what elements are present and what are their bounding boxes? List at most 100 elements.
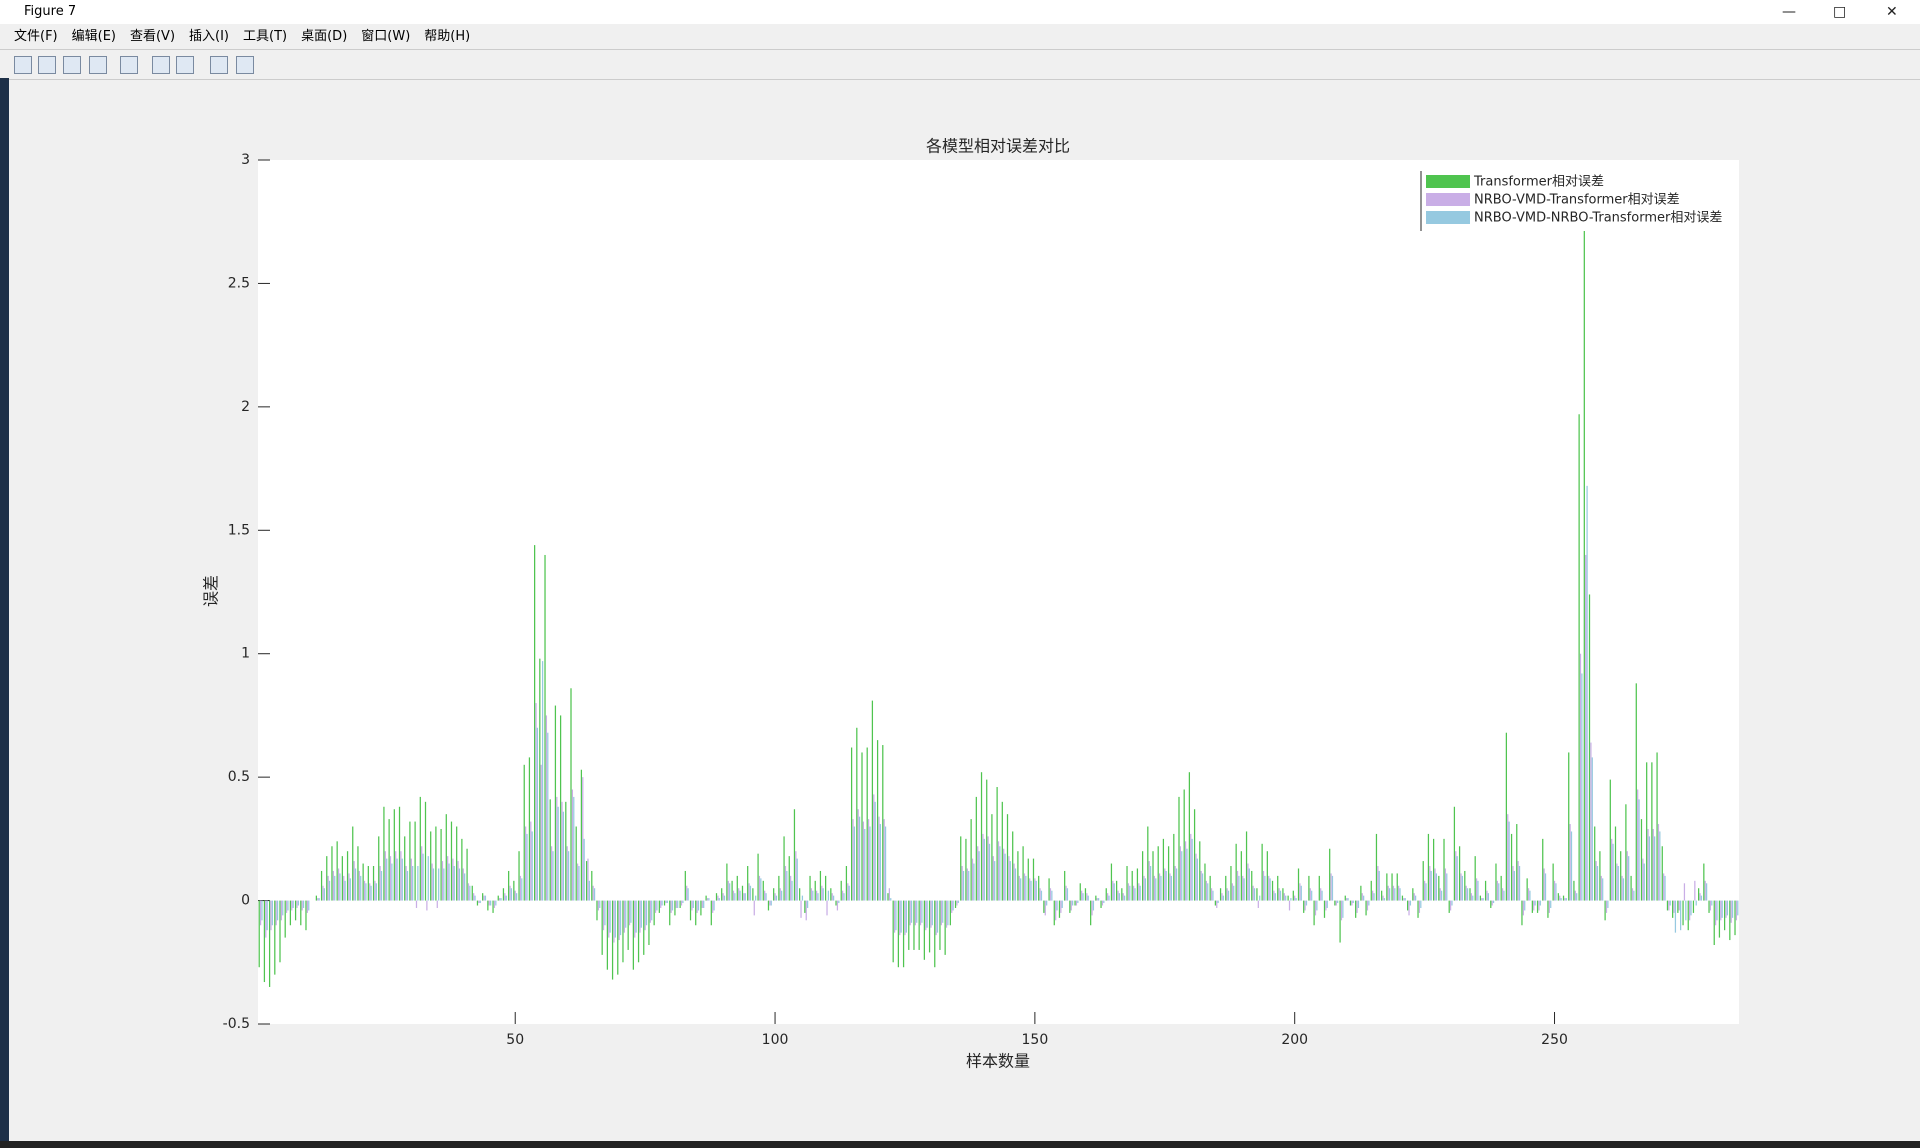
bar [1271, 880, 1274, 901]
bar [1669, 900, 1671, 906]
bar [749, 885, 752, 901]
bar [1261, 843, 1263, 901]
bar [827, 890, 830, 901]
bar [804, 900, 806, 913]
bar [263, 900, 266, 983]
bar [757, 853, 759, 901]
bar [956, 900, 958, 906]
bar [1257, 900, 1259, 908]
bar [535, 703, 537, 901]
open-icon[interactable] [38, 56, 56, 74]
legend-swatch [1426, 211, 1470, 224]
bar [755, 895, 757, 901]
menu-item[interactable]: 编辑(E) [71, 29, 116, 44]
bar [869, 826, 871, 901]
bar [1139, 885, 1141, 901]
bar [765, 893, 767, 901]
bar [774, 893, 776, 901]
bar [582, 777, 584, 901]
bar [1735, 900, 1738, 921]
bar [617, 900, 619, 975]
bar [1274, 893, 1276, 901]
bar [660, 900, 662, 908]
bar [1466, 888, 1469, 901]
bar [1320, 888, 1322, 901]
bar [1432, 838, 1435, 901]
bar [1418, 900, 1421, 913]
menu-item[interactable]: 插入(I) [189, 29, 230, 44]
menu-item[interactable]: 工具(T) [243, 29, 288, 44]
bar [596, 900, 598, 921]
restore-button[interactable]: □ [1833, 4, 1847, 20]
bar [391, 863, 393, 901]
menu-item[interactable]: 文件(F) [14, 29, 58, 44]
bar [1103, 900, 1105, 904]
bar [1524, 900, 1526, 911]
pointer-icon[interactable] [210, 56, 228, 74]
bar [836, 900, 839, 911]
bar [1382, 895, 1384, 901]
bar [453, 866, 455, 901]
bar [831, 893, 833, 901]
close-button[interactable]: ✕ [1886, 4, 1898, 20]
save-icon[interactable] [63, 56, 81, 74]
bar [895, 900, 897, 931]
bar [1510, 833, 1513, 901]
bar [1131, 870, 1133, 901]
menu-item[interactable]: 查看(V) [129, 29, 176, 44]
y-tick-label: 0.5 [228, 769, 250, 785]
bar [810, 888, 813, 901]
bar [1243, 878, 1245, 901]
bar [431, 863, 433, 901]
bar [696, 900, 698, 913]
bar [994, 861, 996, 901]
bar [1573, 880, 1575, 901]
bar [945, 900, 948, 928]
link-icon[interactable] [120, 56, 138, 74]
bar [349, 878, 351, 901]
bar [1178, 796, 1180, 901]
colorbar-icon[interactable] [152, 56, 170, 74]
bar [268, 900, 271, 987]
bar [888, 888, 890, 901]
menu-item[interactable]: 桌面(D) [301, 29, 348, 44]
bar [1162, 838, 1165, 901]
bar [1152, 851, 1154, 901]
bar [701, 900, 703, 908]
bar [1611, 838, 1613, 901]
bar [661, 900, 663, 906]
legend-icon[interactable] [176, 56, 194, 74]
bar [1051, 890, 1053, 901]
bar [801, 895, 804, 901]
bar [1387, 885, 1389, 901]
bar [1108, 895, 1110, 901]
bar [1091, 900, 1093, 916]
bar [482, 893, 484, 901]
bar [1116, 880, 1118, 901]
bar [1008, 856, 1010, 901]
bar [275, 900, 277, 926]
bar [630, 900, 632, 923]
panel-icon[interactable] [236, 56, 254, 74]
menu-item[interactable]: 帮助(H) [424, 29, 471, 44]
bar [523, 764, 525, 901]
print-icon[interactable] [89, 56, 107, 74]
bar [1003, 848, 1005, 901]
legend-label: NRBO-VMD-NRBO-Transformer相对误差 [1474, 211, 1722, 226]
minimize-button[interactable]: — [1782, 4, 1796, 20]
bar [1730, 900, 1732, 923]
bar [862, 821, 865, 901]
bar [1496, 880, 1498, 901]
bar [1652, 828, 1654, 901]
bar [1046, 900, 1048, 906]
bar [271, 900, 274, 926]
bar [1737, 900, 1739, 916]
new-icon[interactable] [14, 56, 32, 74]
bar [604, 900, 606, 926]
bar [753, 900, 755, 916]
menu-item[interactable]: 窗口(W) [361, 29, 411, 44]
bar [1456, 856, 1458, 901]
bar [1356, 900, 1358, 913]
window-title: Figure 7 [24, 4, 77, 19]
bar [502, 888, 505, 901]
